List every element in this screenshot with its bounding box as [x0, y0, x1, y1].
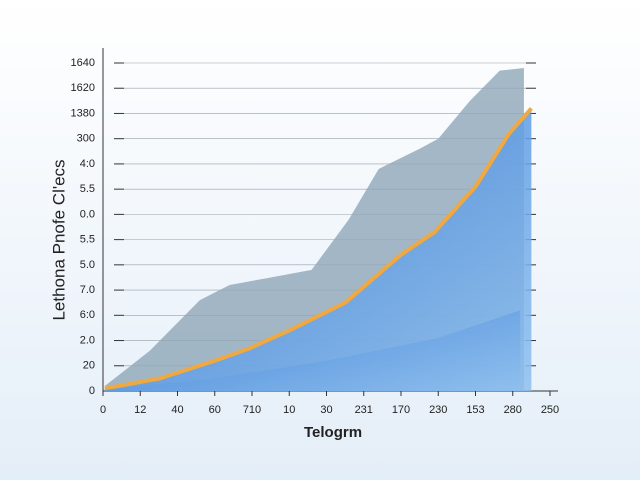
- area: [104, 310, 521, 391]
- y-tick-label: 300: [77, 133, 95, 145]
- x-tick-label: 170: [392, 404, 410, 416]
- x-axis-title: Telogrm: [304, 424, 362, 441]
- x-tick-label: 30: [320, 404, 332, 416]
- x-tick-label: 12: [134, 404, 146, 416]
- y-tick-label: 5.0: [80, 259, 95, 271]
- y-tick-label: 20: [83, 360, 95, 372]
- line-fill: [104, 108, 532, 392]
- x-tick-label: 60: [209, 404, 221, 416]
- y-tick-label: 5.5: [80, 234, 95, 246]
- y-tick-label: 1640: [71, 57, 95, 69]
- y-tick-label: 1380: [71, 107, 95, 119]
- line: [104, 107, 533, 391]
- x-tick-label: 231: [355, 404, 373, 416]
- y-axis-title: Lethona Pnofe Cl'ecs: [49, 159, 68, 320]
- x-tick-label: 230: [429, 404, 447, 416]
- x-tick-label: 10: [283, 404, 295, 416]
- y-tick-label: 2.0: [80, 334, 95, 346]
- x-tick-label: 280: [504, 404, 522, 416]
- y-tick-label: 5.5: [80, 183, 95, 195]
- y-tick-label: 7.0: [80, 284, 95, 296]
- x-tick-label: 250: [541, 404, 559, 416]
- x-tick-label: 153: [466, 404, 484, 416]
- y-tick-label: 0.0: [80, 208, 95, 220]
- x-tick-label: 0: [100, 404, 106, 416]
- y-tick-label: 1620: [71, 82, 95, 94]
- y-tick-label: 0: [89, 385, 95, 397]
- x-tick-label: 40: [171, 404, 183, 416]
- x-tick-label: 710: [243, 404, 261, 416]
- y-tick-label: 4:0: [80, 158, 95, 170]
- y-tick-label: 6:0: [80, 309, 95, 321]
